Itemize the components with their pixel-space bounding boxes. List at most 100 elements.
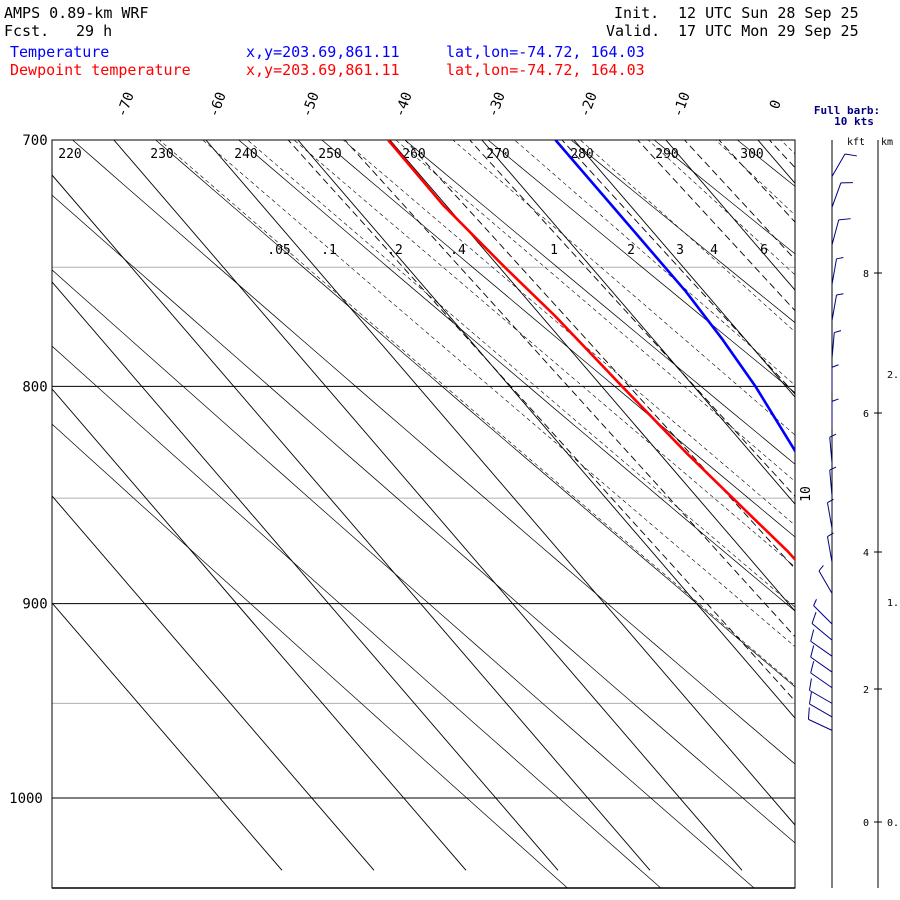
dry-adiabat-line (783, 0, 900, 900)
wind-barb-staff (809, 689, 833, 704)
wind-barb-flag (829, 466, 837, 471)
pressure-tick-label: 800 (22, 379, 47, 395)
wind-barb-staff (831, 182, 842, 208)
wind-barb-flag (827, 532, 834, 537)
pressure-tick-label: 700 (22, 133, 47, 149)
isotherm-label: -30 (485, 90, 509, 119)
wind-barb (831, 330, 842, 359)
theta-label: 240 (234, 147, 257, 162)
init-time: 12 UTC Sun 28 Sep 25 (678, 4, 859, 22)
isotherm-line (205, 140, 795, 826)
isotherm-line (52, 281, 559, 871)
moist-adiabat-line (247, 140, 795, 608)
wind-barb-flag (807, 707, 810, 720)
wind-barb (810, 645, 833, 673)
wind-barb-flag (836, 293, 844, 296)
theta-label: 300 (740, 147, 763, 162)
mixing-ratio-label: .2 (387, 243, 403, 258)
wind-barb-flag (808, 691, 812, 704)
wind-barb-flag (810, 661, 815, 673)
legend-temperature-latlon: lat,lon=-74.72, 164.03 (446, 43, 645, 61)
dry-adiabat-line (487, 140, 795, 394)
wind-barb-staff (826, 502, 833, 529)
init-label: Init. (614, 4, 660, 22)
wind-barb (831, 218, 851, 246)
kft-tick-label: 0 (863, 818, 869, 829)
wind-barb-flag (836, 257, 844, 260)
theta-label: 220 (58, 147, 81, 162)
wind-barb-staff (810, 640, 833, 657)
isotherm-line (665, 140, 795, 291)
moist-adiabat-line (293, 140, 795, 568)
mixing-ratio-line (561, 140, 795, 395)
pressure-tick-label: 1000 (9, 791, 43, 807)
wind-barb (831, 364, 839, 394)
wind-barb-flag (818, 565, 824, 572)
theta-label: 290 (655, 147, 678, 162)
moist-adiabat-label: 10 (799, 486, 814, 502)
kft-label: kft (847, 137, 865, 148)
wind-barb-flag (829, 433, 837, 438)
isotherm-label: -20 (577, 90, 601, 119)
wind-barb (810, 629, 833, 657)
wind-barb-staff (809, 703, 833, 718)
wind-barb (829, 433, 837, 464)
fcst-label: Fcst. (4, 22, 50, 40)
theta-label: 280 (570, 147, 593, 162)
mixing-ratio-label: 6 (760, 243, 768, 258)
km-tick-label: 2. (887, 370, 899, 381)
wind-barb-flag (831, 364, 839, 368)
mixing-ratio-line (344, 140, 795, 638)
wind-barb-staff (831, 258, 838, 285)
isotherm-line (52, 388, 467, 871)
isotherm-label: -50 (299, 90, 323, 119)
isotherm-line (389, 140, 795, 612)
dry-adiabat-line (52, 269, 755, 888)
mixing-ratio-label: 1 (550, 243, 558, 258)
wind-barb (831, 153, 857, 177)
dry-adiabat-line (52, 194, 795, 844)
mixing-ratio-line (404, 140, 795, 570)
isotherm-label: -40 (392, 90, 416, 119)
valid-time: 17 UTC Mon 29 Sep 25 (678, 22, 859, 40)
axes: 700 800 900 1000 (9, 133, 796, 889)
dry-adiabat-line (736, 140, 795, 187)
wind-barb (826, 498, 834, 529)
moist-adiabat-line (395, 140, 795, 482)
wind-barb (818, 565, 833, 594)
isotherm-label: 0 (767, 98, 785, 111)
wind-barb (831, 293, 844, 321)
dry-adiabat-line (404, 140, 795, 465)
mixing-ratio-label: .1 (321, 243, 337, 258)
mixing-ratio-label: .05 (267, 243, 290, 258)
wind-barb-flag (810, 629, 815, 642)
wind-barb (831, 182, 853, 208)
dry-adiabat-line (544, 0, 900, 900)
wind-barb (808, 691, 833, 718)
wind-barb-flag (811, 611, 817, 624)
wind-barb (831, 257, 844, 285)
wind-barb-staff (829, 437, 833, 464)
mixing-ratio-line (683, 140, 795, 261)
isotherm-line (52, 174, 651, 871)
isotherm-line (52, 495, 375, 871)
mixing-ratio-label: 2 (627, 243, 635, 258)
wind-barb (808, 678, 833, 704)
mixing-ratio-label: 4 (710, 243, 718, 258)
kft-tick-label: 2 (863, 685, 869, 696)
wind-barb-flag (810, 645, 815, 658)
line-labels: -70 -60 -50 -40 -30 -20 -10 0 220 230 240 250 260 270… (58, 90, 814, 502)
temperature-line (554, 140, 795, 454)
wind-barb-staff (831, 219, 840, 246)
moist-adiabat-line (158, 140, 795, 686)
wind-title-1: Full barb: (814, 104, 880, 117)
legend-temperature-label: Temperature (10, 43, 110, 61)
moist-adiabat-line (514, 140, 795, 386)
wind-barb-staff (829, 470, 833, 497)
wind-barb (811, 611, 833, 641)
km-tick-label: 1. (887, 598, 899, 609)
